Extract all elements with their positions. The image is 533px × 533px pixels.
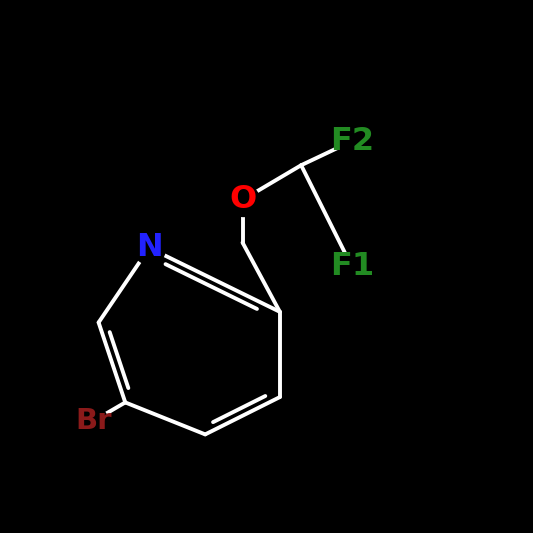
Text: N: N — [136, 232, 163, 263]
Text: F2: F2 — [330, 126, 374, 157]
Text: O: O — [229, 184, 256, 215]
Text: F1: F1 — [329, 251, 374, 282]
Text: Br: Br — [75, 407, 111, 435]
